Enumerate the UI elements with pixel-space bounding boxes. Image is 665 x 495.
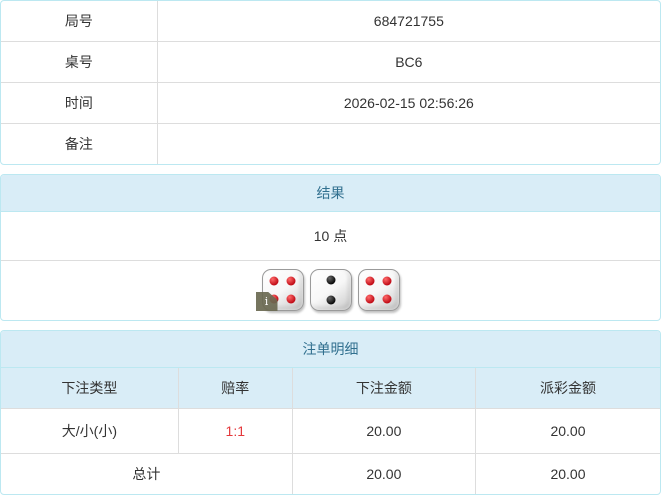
info-badge[interactable]: i [255,292,278,311]
bet-amount: 20.00 [292,408,476,454]
round-info-table: 局号 684721755 桌号 BC6 时间 2026-02-15 02:56:… [1,1,660,164]
round-info-panel: 局号 684721755 桌号 BC6 时间 2026-02-15 02:56:… [0,0,661,165]
die-3 [357,269,400,311]
round-id-label: 局号 [1,1,158,42]
table-number-value: BC6 [157,41,660,83]
total-row: 总计 20.00 20.00 [1,453,660,494]
remark-value [157,124,660,165]
table-row: 时间 2026-02-15 02:56:26 [1,82,660,124]
result-points: 10 点 [1,212,660,261]
bet-odds: 1:1 [178,408,293,454]
time-label: 时间 [1,82,158,124]
bet-type: 大/小(小) [1,408,179,454]
total-bet-amount: 20.00 [292,453,476,494]
die-pip [382,276,392,286]
bets-panel-title: 注单明细 [1,331,660,368]
table-number-label: 桌号 [1,41,158,83]
die-pip [382,294,392,304]
round-id-value: 684721755 [157,1,660,42]
table-row: 备注 [1,123,660,165]
result-panel: 结果 10 点 i [0,174,661,321]
bet-row: 大/小(小) 1:1 20.00 20.00 [1,408,660,454]
die-pip [365,276,375,286]
bet-payout: 20.00 [475,408,660,454]
table-row: 桌号 BC6 [1,41,660,83]
total-payout-amount: 20.00 [550,466,586,482]
die-pip [326,295,335,305]
die-pip [269,276,279,286]
die-pip [286,276,296,286]
remark-label: 备注 [1,123,158,164]
bets-table: 下注类型 赔率 下注金额 派彩金额 大/小(小) 1:1 20.00 20.00… [1,368,660,494]
time-value: 2026-02-15 02:56:26 [157,82,660,124]
result-panel-title: 结果 [1,175,660,212]
die-pip [286,294,296,304]
die-2 [309,269,352,311]
total-label: 总计 [1,453,293,494]
table-header-row: 下注类型 赔率 下注金额 派彩金额 [1,368,660,409]
col-payout-amount: 派彩金额 [475,368,660,409]
dice-row-container: i [1,261,660,320]
die-pip [326,275,335,285]
table-row: 局号 684721755 [1,1,660,42]
col-odds: 赔率 [178,368,293,409]
col-bet-amount: 下注金额 [292,368,476,409]
col-bet-type: 下注类型 [1,368,179,409]
bets-panel: 注单明细 下注类型 赔率 下注金额 派彩金额 大/小(小) 1:1 20.00 … [0,330,661,495]
die-pip [365,294,375,304]
die-1: i [255,269,304,311]
